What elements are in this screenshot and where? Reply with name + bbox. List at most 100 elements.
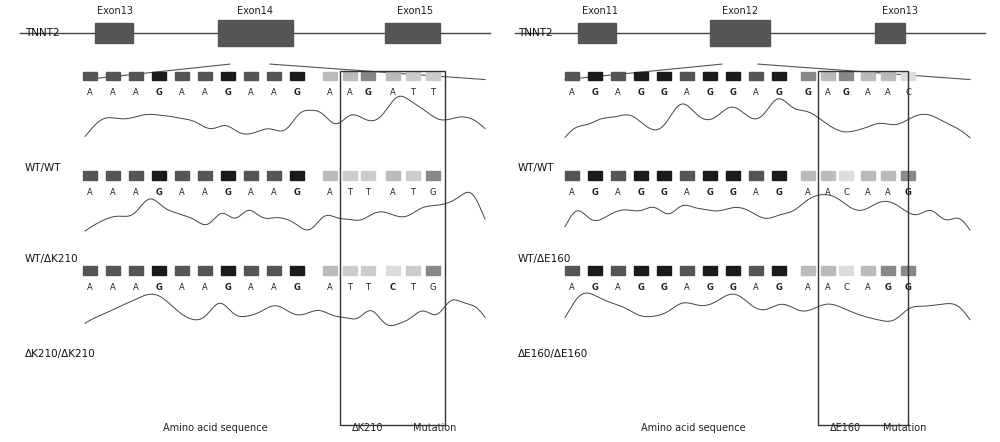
- Text: A: A: [248, 283, 254, 292]
- Text: ΔK210: ΔK210: [352, 423, 384, 433]
- Text: A: A: [569, 88, 575, 97]
- Bar: [175, 171, 189, 180]
- Bar: [386, 72, 400, 80]
- Text: G: G: [225, 283, 231, 292]
- Bar: [340, 71, 445, 425]
- Text: A: A: [202, 283, 208, 292]
- Bar: [726, 72, 740, 80]
- Bar: [657, 171, 671, 180]
- Bar: [772, 72, 786, 80]
- Bar: [680, 72, 694, 80]
- Bar: [175, 72, 189, 80]
- Bar: [267, 266, 281, 275]
- Bar: [801, 171, 815, 180]
- Text: T: T: [411, 283, 416, 292]
- Bar: [361, 171, 375, 180]
- Bar: [821, 171, 835, 180]
- Bar: [565, 72, 579, 80]
- Bar: [152, 72, 166, 80]
- Bar: [861, 266, 875, 275]
- Bar: [726, 171, 740, 180]
- Text: G: G: [430, 283, 436, 292]
- Text: T: T: [366, 188, 370, 197]
- Bar: [565, 171, 579, 180]
- Text: A: A: [87, 188, 93, 197]
- Text: A: A: [110, 88, 116, 97]
- Bar: [772, 171, 786, 180]
- Text: G: G: [905, 188, 911, 197]
- Text: A: A: [271, 188, 277, 197]
- Bar: [386, 171, 400, 180]
- Text: G: G: [592, 188, 598, 197]
- Bar: [703, 171, 717, 180]
- Bar: [221, 171, 235, 180]
- Bar: [267, 171, 281, 180]
- Bar: [588, 72, 602, 80]
- Text: A: A: [885, 188, 891, 197]
- Bar: [152, 266, 166, 275]
- Text: C: C: [843, 188, 849, 197]
- Bar: [839, 266, 853, 275]
- Bar: [83, 266, 97, 275]
- Bar: [578, 23, 616, 43]
- Text: WT/WT: WT/WT: [518, 163, 554, 173]
- Bar: [290, 72, 304, 80]
- Text: Exon13: Exon13: [97, 6, 133, 16]
- Bar: [839, 171, 853, 180]
- Text: A: A: [271, 283, 277, 292]
- Bar: [361, 72, 375, 80]
- Text: A: A: [390, 88, 396, 97]
- Text: A: A: [753, 188, 759, 197]
- Text: A: A: [865, 88, 871, 97]
- Bar: [129, 72, 143, 80]
- Bar: [426, 266, 440, 275]
- Bar: [152, 171, 166, 180]
- Text: A: A: [133, 88, 139, 97]
- Text: A: A: [825, 188, 831, 197]
- Text: C: C: [390, 283, 396, 292]
- Bar: [611, 171, 625, 180]
- Bar: [221, 72, 235, 80]
- Text: A: A: [133, 283, 139, 292]
- Bar: [323, 171, 337, 180]
- Text: Exon11: Exon11: [582, 6, 618, 16]
- Bar: [611, 72, 625, 80]
- Bar: [749, 171, 763, 180]
- Bar: [657, 266, 671, 275]
- Text: A: A: [327, 88, 333, 97]
- Text: A: A: [248, 188, 254, 197]
- Text: G: G: [365, 88, 371, 97]
- Text: T: T: [411, 88, 416, 97]
- Bar: [290, 171, 304, 180]
- Text: A: A: [825, 283, 831, 292]
- Text: Exon13: Exon13: [882, 6, 918, 16]
- Text: A: A: [327, 283, 333, 292]
- Text: A: A: [805, 188, 811, 197]
- Text: G: G: [156, 188, 162, 197]
- Text: Exon15: Exon15: [397, 6, 433, 16]
- Text: T: T: [348, 283, 352, 292]
- Text: T: T: [430, 88, 436, 97]
- Bar: [680, 266, 694, 275]
- Bar: [901, 72, 915, 80]
- Text: WT/ΔE160: WT/ΔE160: [518, 254, 571, 263]
- Bar: [881, 266, 895, 275]
- Text: A: A: [202, 188, 208, 197]
- Text: G: G: [730, 283, 736, 292]
- Text: G: G: [661, 88, 667, 97]
- Bar: [406, 72, 420, 80]
- Text: Amino acid sequence: Amino acid sequence: [163, 423, 267, 433]
- Bar: [839, 72, 853, 80]
- Bar: [861, 171, 875, 180]
- Bar: [875, 23, 905, 43]
- Bar: [106, 266, 120, 275]
- Text: G: G: [294, 283, 300, 292]
- Bar: [703, 72, 717, 80]
- Text: G: G: [638, 188, 644, 197]
- Text: A: A: [684, 283, 690, 292]
- Text: Mutation: Mutation: [413, 423, 457, 433]
- Text: G: G: [885, 283, 891, 292]
- Text: A: A: [87, 283, 93, 292]
- Text: G: G: [156, 283, 162, 292]
- Text: A: A: [327, 188, 333, 197]
